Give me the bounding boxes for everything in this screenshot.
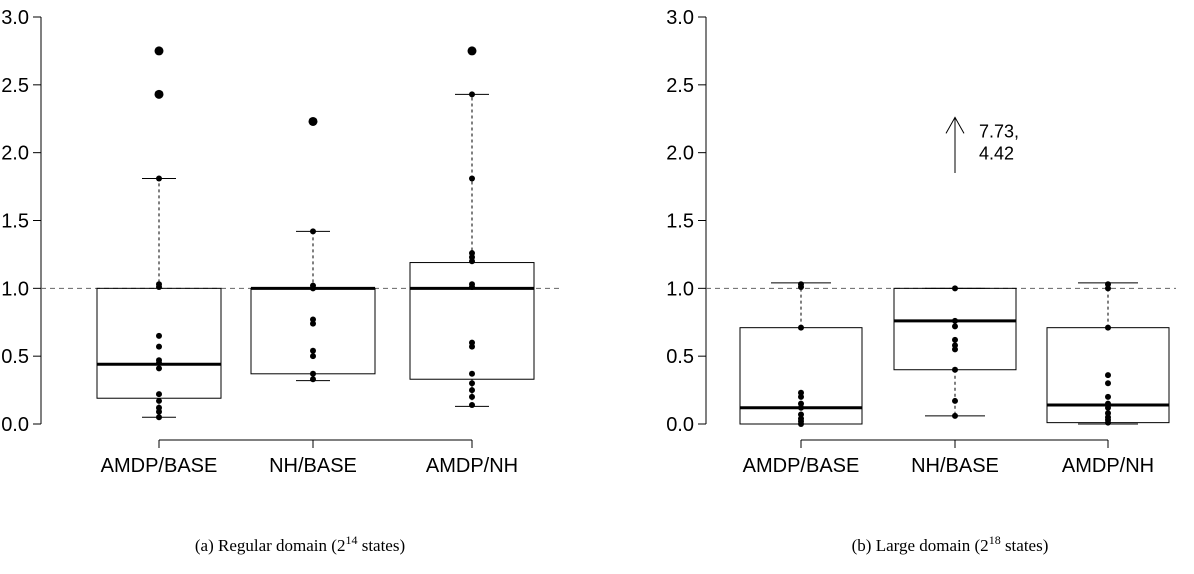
data-point — [952, 346, 958, 353]
data-point — [952, 323, 958, 330]
data-point — [1105, 393, 1111, 400]
data-point — [156, 359, 162, 366]
data-point — [952, 285, 958, 292]
data-point — [1105, 380, 1111, 387]
data-point — [469, 370, 475, 377]
category-label: NH/BASE — [269, 455, 357, 477]
data-point — [310, 285, 316, 292]
data-point — [469, 380, 475, 387]
y-tick-label: 3.0 — [1, 7, 29, 29]
category-label: NH/BASE — [911, 455, 999, 477]
y-tick-label: 2.0 — [666, 143, 694, 165]
outlier-point — [154, 89, 164, 99]
data-point — [469, 343, 475, 350]
data-point — [156, 397, 162, 404]
caption-prefix: (a) Regular domain (2 — [195, 536, 346, 555]
data-point — [156, 414, 162, 421]
data-point — [798, 283, 804, 290]
data-point — [310, 320, 316, 327]
data-point — [469, 91, 475, 98]
y-tick-label: 0.5 — [666, 346, 694, 368]
y-tick-label: 0.0 — [1, 414, 29, 436]
data-point — [469, 283, 475, 290]
iqr-box — [409, 262, 535, 380]
panel-b: 0.0 0.5 1.0 1.5 2.0 2.5 3.0 AMDP/BASE NH/BASE AMD… — [666, 7, 1176, 555]
box-1: NH/BASE — [893, 285, 1017, 477]
data-point — [798, 393, 804, 400]
caption-exponent: 14 — [345, 533, 357, 547]
category-label: AMDP/NH — [426, 455, 518, 477]
data-point — [310, 228, 316, 235]
y-tick-label: 1.0 — [1, 278, 29, 300]
category-label: AMDP/BASE — [743, 455, 860, 477]
data-point — [952, 397, 958, 404]
box-2: AMDP/NH — [1046, 281, 1170, 477]
data-point — [1105, 419, 1111, 426]
data-point — [469, 393, 475, 400]
panel-caption: (a) Regular domain (214 states) — [195, 533, 405, 555]
y-tick-label: 3.0 — [666, 7, 694, 29]
data-point — [952, 366, 958, 373]
data-point — [1105, 372, 1111, 379]
data-point — [310, 376, 316, 383]
iqr-box — [250, 287, 376, 375]
data-point — [469, 258, 475, 265]
data-point — [310, 353, 316, 360]
annotation-arrow-head — [945, 116, 965, 134]
data-point — [469, 402, 475, 409]
data-point — [156, 283, 162, 290]
annotation-label-line-1: 7.73, — [979, 121, 1019, 141]
box-2: AMDP/NH — [409, 46, 535, 477]
data-point — [798, 404, 804, 411]
caption-suffix: states) — [357, 536, 405, 555]
data-point — [310, 347, 316, 354]
data-point — [469, 387, 475, 394]
panel-a: 0.0 0.5 1.0 1.5 2.0 2.5 3.0 AMDP/BASE NH/BASE AMD… — [1, 7, 560, 555]
y-tick-label: 2.0 — [1, 143, 29, 165]
data-point — [798, 324, 804, 331]
data-point — [1105, 324, 1111, 331]
y-tick-label: 0.0 — [666, 414, 694, 436]
iqr-box — [96, 287, 222, 399]
data-point — [156, 391, 162, 398]
data-point — [156, 343, 162, 350]
y-tick-label: 1.5 — [666, 211, 694, 233]
y-tick-label: 2.5 — [666, 75, 694, 97]
box-0: AMDP/BASE — [96, 46, 222, 477]
category-label: AMDP/NH — [1062, 455, 1154, 477]
caption-prefix: (b) Large domain (2 — [852, 536, 989, 555]
data-point — [798, 421, 804, 427]
data-point — [156, 365, 162, 372]
data-point — [310, 370, 316, 377]
data-point — [952, 317, 958, 324]
panel-caption: (b) Large domain (218 states) — [852, 533, 1049, 555]
outlier-point — [467, 46, 477, 56]
outlier-point — [154, 46, 164, 56]
y-tick-label: 1.5 — [1, 211, 29, 233]
data-point — [156, 332, 162, 339]
data-point — [156, 408, 162, 415]
data-point — [469, 175, 475, 182]
caption-suffix: states) — [1001, 536, 1049, 555]
y-tick-label: 1.0 — [666, 278, 694, 300]
y-tick-label: 0.5 — [1, 346, 29, 368]
y-tick-label: 2.5 — [1, 75, 29, 97]
data-point — [1105, 285, 1111, 292]
data-point — [952, 336, 958, 343]
box-0: AMDP/BASE — [739, 281, 863, 477]
data-point — [952, 412, 958, 419]
annotation-label-line-2: 4.42 — [979, 143, 1014, 163]
box-1: NH/BASE — [250, 116, 376, 477]
data-point — [1105, 404, 1111, 411]
outlier-point — [308, 116, 318, 126]
caption-exponent: 18 — [989, 533, 1001, 547]
category-label: AMDP/BASE — [101, 455, 218, 477]
data-point — [156, 175, 162, 182]
